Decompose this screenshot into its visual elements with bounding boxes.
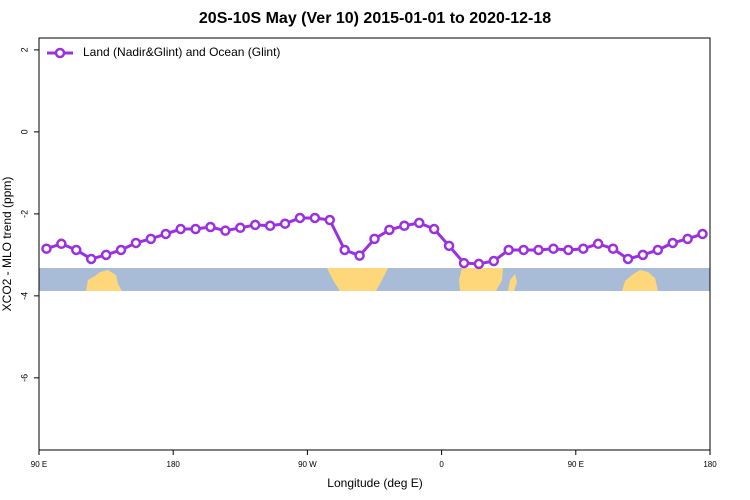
data-point <box>652 244 664 256</box>
data-point <box>85 253 97 265</box>
data-point <box>279 218 291 229</box>
data-point <box>115 244 127 256</box>
x-tick-label: 180 <box>167 460 181 469</box>
map-strip <box>39 268 710 291</box>
data-point <box>384 224 395 236</box>
data-point <box>473 258 485 270</box>
data-point <box>56 238 67 250</box>
data-point <box>190 223 201 235</box>
y-tick-label: 2 <box>19 47 29 52</box>
data-point <box>458 257 470 269</box>
data-point <box>592 238 604 250</box>
x-tick-label: 0 <box>439 460 444 469</box>
land-area <box>86 270 122 291</box>
land-area <box>327 268 388 291</box>
data-point <box>175 223 186 235</box>
data-point <box>682 233 693 245</box>
data-point <box>309 212 321 224</box>
legend-label: Land (Nadir&Glint) and Ocean (Glint) <box>83 45 280 59</box>
land-area <box>459 268 503 291</box>
data-point <box>100 249 112 261</box>
data-point <box>339 244 350 256</box>
data-point <box>413 217 425 229</box>
data-point <box>637 249 649 261</box>
legend-marker <box>54 47 66 59</box>
data-point <box>369 233 380 245</box>
data-point <box>145 233 157 245</box>
x-tick-label: 90 W <box>298 460 317 469</box>
y-axis-label: XCO2 - MLO trend (ppm) <box>0 177 14 312</box>
data-point <box>160 228 171 240</box>
x-tick-label: 90 E <box>31 460 47 469</box>
data-point <box>205 221 216 233</box>
data-point <box>622 253 634 265</box>
data-point <box>697 228 708 240</box>
land-area <box>508 274 517 291</box>
data-point <box>130 237 142 249</box>
data-point <box>220 225 231 236</box>
data-point <box>428 223 440 235</box>
data-point <box>324 214 336 226</box>
chart-title: 20S-10S May (Ver 10) 2015-01-01 to 2020-… <box>199 10 551 27</box>
data-point <box>41 243 52 254</box>
data-point <box>71 244 82 256</box>
data-point <box>503 244 514 256</box>
x-axis-label: Longitude (deg E) <box>327 476 422 490</box>
data-point <box>548 243 559 254</box>
x-tick-label: 90 E <box>568 460 584 469</box>
data-point <box>399 220 410 232</box>
data-point <box>563 244 574 256</box>
data-point <box>354 250 365 261</box>
data-point <box>264 220 276 232</box>
y-tick-label: -4 <box>19 292 29 300</box>
land-area <box>622 270 658 291</box>
data-point <box>488 255 500 267</box>
y-tick-label: -2 <box>19 210 29 218</box>
plot-frame <box>38 37 711 451</box>
y-tick-label: -6 <box>19 374 29 382</box>
data-point <box>667 237 678 249</box>
data-point <box>235 222 246 234</box>
data-point <box>294 212 306 224</box>
data-point <box>533 244 544 256</box>
data-point <box>518 244 529 256</box>
data-point <box>249 219 261 231</box>
data-point <box>578 243 589 254</box>
data-point <box>443 240 455 252</box>
x-tick-label: 180 <box>703 460 717 469</box>
data-point <box>607 243 619 254</box>
y-tick-label: 0 <box>19 129 29 134</box>
